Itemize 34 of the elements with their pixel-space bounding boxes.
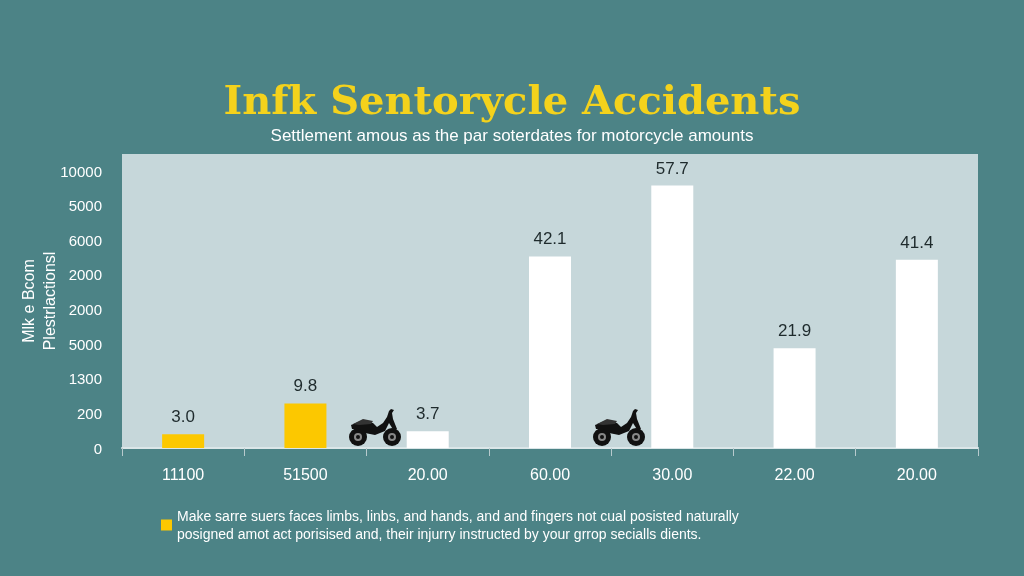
text: 5000 [68, 197, 102, 215]
x-tick-label: 20.00 [896, 465, 937, 483]
text: 1300 [68, 370, 102, 388]
x-tick-label: 20.00 [407, 465, 448, 483]
bar [284, 403, 327, 448]
data-label: 3.0 [171, 407, 195, 427]
data-label: 42.1 [533, 229, 567, 249]
bar [651, 185, 694, 448]
data-label: 57.7 [655, 158, 689, 178]
text: 5000 [68, 335, 102, 353]
x-tick-label: 22.00 [774, 465, 815, 483]
x-tick-label: 60.00 [529, 465, 571, 483]
y-axis-title: Mlk e Bcom Plestrlactionsl [20, 251, 58, 351]
data-label: 9.8 [293, 376, 318, 396]
x-tick-label: 51500 [283, 465, 328, 483]
text: 6000 [68, 231, 102, 249]
text: 2000 [68, 301, 102, 318]
bar [895, 259, 938, 448]
text: 200 [76, 404, 102, 422]
data-label: 41.4 [900, 232, 934, 252]
bar [406, 431, 449, 448]
bar [529, 256, 571, 448]
bar [162, 434, 205, 448]
data-label: 3.7 [415, 404, 440, 424]
data-label: 21.9 [778, 321, 812, 341]
text: 2000 [68, 266, 102, 284]
chart-subtitle: Settlement amous as the par soterdates for motorcycle amounts [270, 126, 754, 145]
x-tick-label: 11100 [162, 465, 205, 483]
bar [773, 348, 816, 448]
text: 0 [93, 439, 102, 457]
text: 10000 [60, 162, 102, 180]
x-tick-label: 30.00 [652, 465, 693, 483]
chart-title: Infk Sentorycle Accidents [223, 75, 801, 123]
legend-label: Make sarre suers faces limbs, linbs, and hands, and and fingers not cual posisted naturally posigned amot act porisised and, their injurry instructed by your grrop secialls dients. [177, 508, 743, 542]
